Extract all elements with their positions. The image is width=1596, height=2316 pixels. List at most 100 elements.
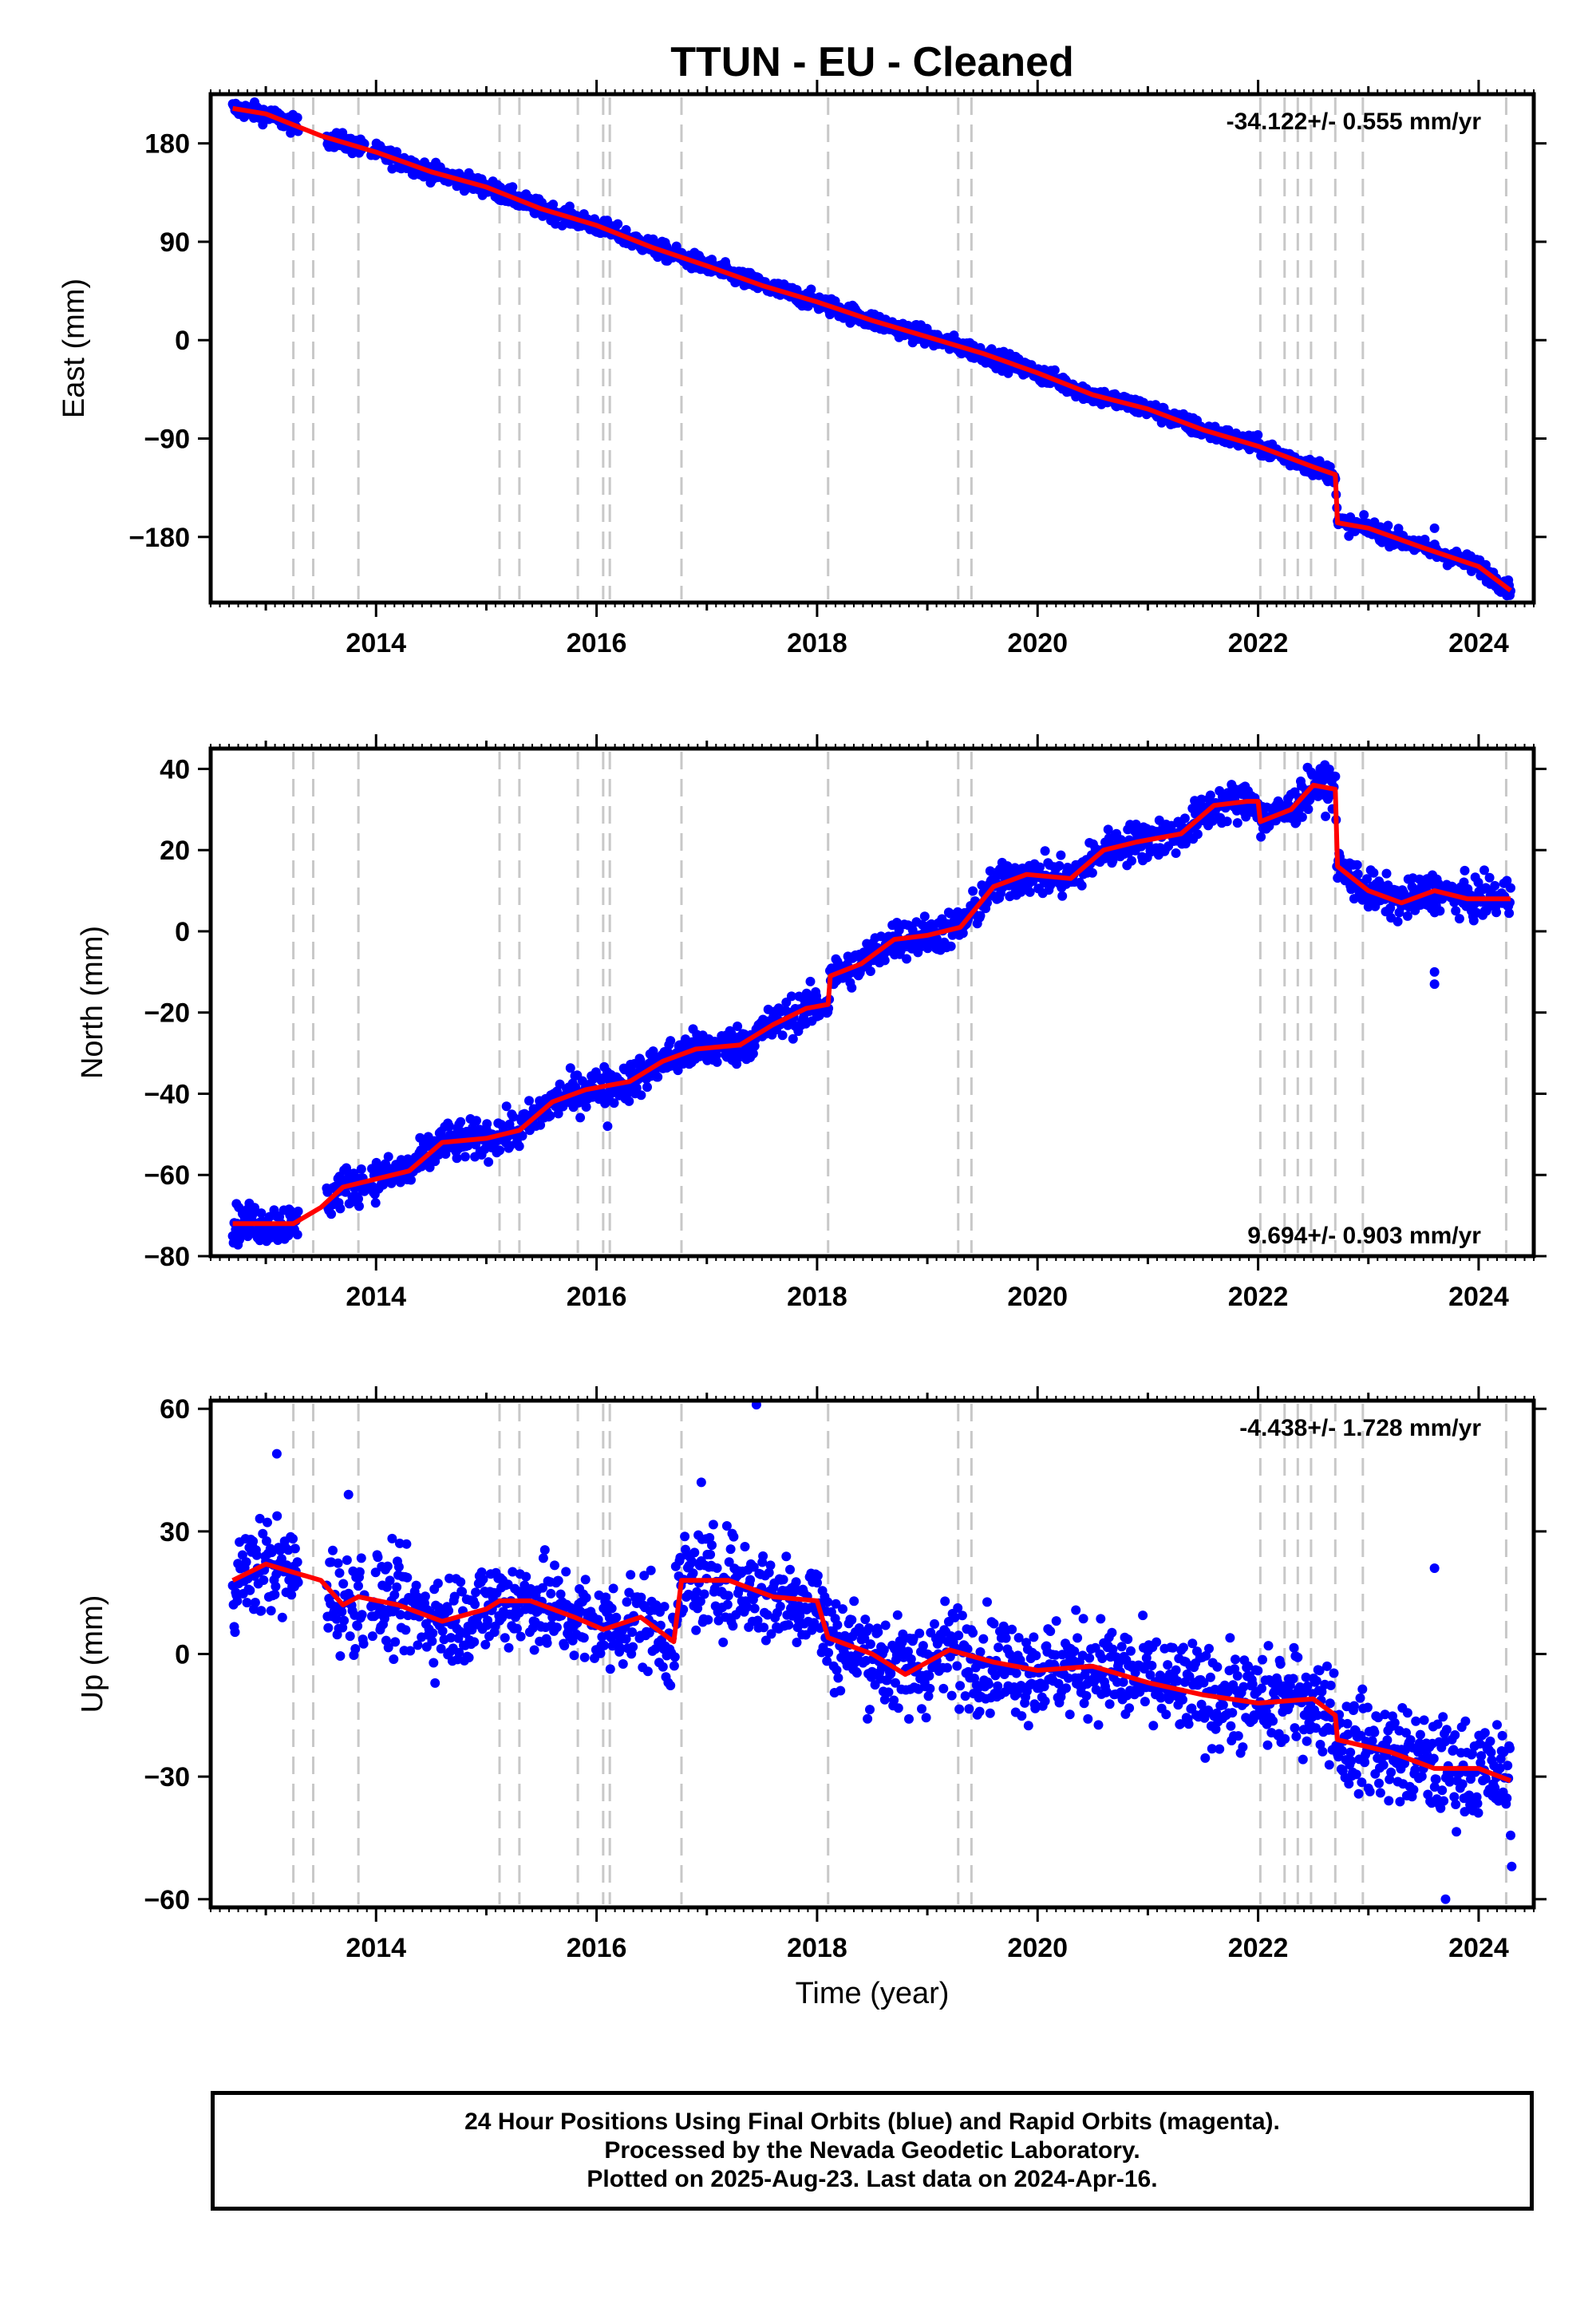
data-point (812, 1578, 822, 1588)
data-point (777, 1030, 788, 1041)
data-point (745, 1575, 756, 1585)
data-point (609, 1098, 619, 1109)
data-point (930, 1618, 939, 1629)
series-model-line (232, 782, 1511, 1227)
data-point (718, 1637, 729, 1647)
data-point (390, 1637, 401, 1647)
data-point (508, 1567, 518, 1577)
data-point (602, 1121, 613, 1132)
data-point (517, 1131, 527, 1141)
data-point (413, 1640, 423, 1650)
series-daily-positions (227, 97, 1515, 601)
data-point (1054, 860, 1065, 871)
data-point (501, 1101, 512, 1112)
series-daily-positions (227, 1400, 1517, 1904)
data-point (806, 284, 816, 294)
y-tick-label: 0 (175, 326, 190, 356)
data-point (429, 1658, 439, 1668)
data-point (446, 1633, 456, 1643)
data-point (599, 1640, 610, 1650)
data-point (292, 113, 302, 123)
x-tick-label: 2022 (1228, 628, 1289, 658)
data-point (433, 1603, 444, 1613)
data-point (579, 1633, 589, 1643)
data-point (581, 1593, 591, 1603)
data-point (256, 1208, 267, 1219)
data-point (1028, 876, 1038, 886)
data-point (705, 1549, 716, 1559)
data-point (838, 1604, 847, 1614)
data-point (1429, 523, 1440, 533)
data-point (791, 1577, 801, 1587)
data-point (925, 1683, 935, 1694)
data-point (464, 1653, 474, 1662)
data-point (950, 1612, 960, 1622)
data-point (495, 1145, 505, 1156)
data-point (454, 1647, 464, 1658)
data-point (1179, 813, 1190, 824)
data-point (917, 1704, 926, 1714)
data-point (695, 1596, 705, 1607)
data-point (350, 1644, 361, 1654)
x-tick-label: 2014 (346, 1282, 406, 1312)
data-point (514, 1141, 524, 1152)
data-point (824, 1647, 834, 1658)
data-point (721, 1521, 732, 1531)
data-point (975, 911, 986, 921)
data-point (339, 1615, 350, 1626)
data-point (621, 1634, 631, 1644)
data-point (286, 1590, 297, 1600)
data-point (356, 1553, 366, 1563)
data-point (271, 1581, 281, 1591)
data-point (401, 1539, 412, 1549)
data-point (328, 1545, 338, 1555)
data-point (354, 1567, 365, 1577)
rate-label: 9.694+/- 0.903 mm/yr (1247, 1223, 1481, 1249)
data-point (758, 1551, 768, 1561)
x-tick-label: 2022 (1228, 1282, 1289, 1312)
data-point (555, 1589, 566, 1599)
data-point (427, 1636, 437, 1646)
data-point (248, 1536, 259, 1547)
data-point (942, 1662, 952, 1673)
data-point (370, 1567, 381, 1578)
data-point (251, 1550, 262, 1560)
data-point (805, 976, 816, 986)
data-point (245, 1585, 255, 1595)
data-point (548, 200, 559, 210)
data-point (470, 1599, 480, 1610)
data-point (712, 1057, 722, 1067)
x-tick-label: 2016 (567, 628, 627, 658)
data-point (580, 1575, 591, 1585)
data-point (865, 1705, 875, 1715)
data-point (611, 1612, 622, 1622)
data-point (733, 1022, 743, 1031)
data-point (725, 1544, 736, 1555)
data-point (242, 1598, 252, 1608)
data-point (708, 1520, 718, 1530)
data-point (389, 1590, 400, 1600)
data-point (1491, 907, 1502, 918)
data-point (456, 1117, 466, 1127)
data-point (1381, 868, 1392, 879)
data-point (389, 1654, 399, 1664)
data-point (1506, 883, 1515, 893)
data-point (553, 1575, 563, 1586)
data-point (597, 1087, 607, 1097)
data-point (373, 1552, 383, 1563)
data-point (673, 1065, 683, 1076)
data-point (749, 1603, 760, 1614)
data-point (283, 1231, 294, 1241)
data-point (338, 1579, 349, 1589)
data-point (444, 1573, 455, 1583)
data-point (1049, 365, 1060, 375)
data-point (471, 1587, 481, 1598)
data-point (907, 925, 918, 935)
data-point (864, 1623, 874, 1633)
data-point (666, 1681, 676, 1690)
data-point (436, 1643, 446, 1654)
data-point (385, 1575, 395, 1586)
data-point (606, 1603, 617, 1614)
data-point (1402, 911, 1412, 921)
